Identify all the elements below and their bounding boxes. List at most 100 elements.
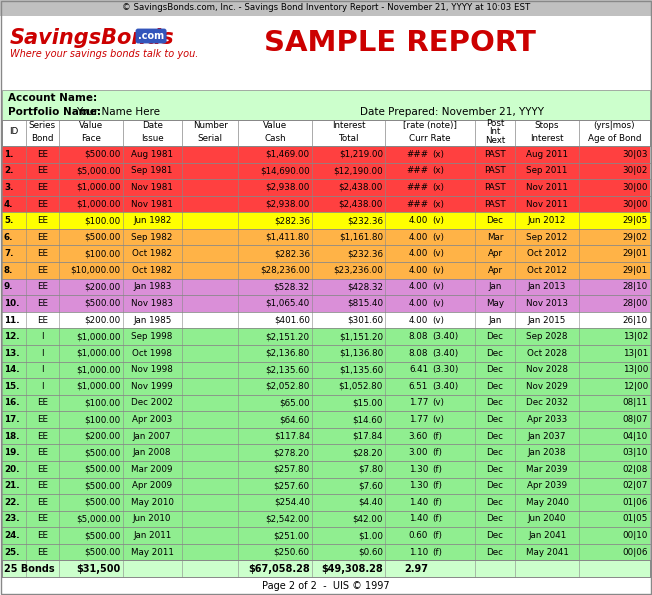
Text: 4.00: 4.00 <box>409 249 428 258</box>
Text: 1.77: 1.77 <box>409 415 428 424</box>
Text: $1,136.80: $1,136.80 <box>339 349 383 358</box>
Text: Your Name Here: Your Name Here <box>76 107 160 117</box>
Text: $257.60: $257.60 <box>274 481 310 490</box>
Text: Nov 1981: Nov 1981 <box>131 183 173 192</box>
Text: $1,000.00: $1,000.00 <box>76 349 121 358</box>
Text: $1,065.40: $1,065.40 <box>265 299 310 308</box>
Text: $1,000.00: $1,000.00 <box>76 199 121 208</box>
Text: $1,000.00: $1,000.00 <box>76 365 121 374</box>
Text: Sep 1982: Sep 1982 <box>132 233 173 242</box>
Text: 08|11: 08|11 <box>623 399 648 408</box>
Text: 10.: 10. <box>4 299 20 308</box>
Text: Dec: Dec <box>486 332 503 341</box>
Text: 18.: 18. <box>4 431 20 440</box>
Text: $2,151.20: $2,151.20 <box>265 332 310 341</box>
Text: 23.: 23. <box>4 515 20 524</box>
Text: 03|10: 03|10 <box>623 448 648 457</box>
Text: Nov 1981: Nov 1981 <box>131 199 173 208</box>
Text: 01|06: 01|06 <box>623 498 648 507</box>
Text: 02|08: 02|08 <box>623 465 648 474</box>
Text: ###: ### <box>406 183 428 192</box>
Text: Sep 1998: Sep 1998 <box>132 332 173 341</box>
Text: 02|07: 02|07 <box>623 481 648 490</box>
Text: Sep 2028: Sep 2028 <box>526 332 568 341</box>
Text: $500.00: $500.00 <box>84 465 121 474</box>
Text: (f): (f) <box>432 465 442 474</box>
Text: 11.: 11. <box>4 315 20 324</box>
Text: $282.36: $282.36 <box>274 216 310 225</box>
Text: $100.00: $100.00 <box>84 216 121 225</box>
Text: Post: Post <box>486 119 504 128</box>
Text: $301.60: $301.60 <box>347 315 383 324</box>
Text: 1.10: 1.10 <box>409 547 428 557</box>
Text: 4.00: 4.00 <box>409 315 428 324</box>
Text: Oct 1998: Oct 1998 <box>132 349 172 358</box>
Bar <box>2 196 650 212</box>
Text: Value: Value <box>263 121 288 130</box>
Text: Jan 1985: Jan 1985 <box>133 315 171 324</box>
Text: 21.: 21. <box>4 481 20 490</box>
Text: PAST: PAST <box>484 183 506 192</box>
Text: 29|01: 29|01 <box>623 249 648 258</box>
Text: $2,135.60: $2,135.60 <box>265 365 310 374</box>
Bar <box>2 90 650 120</box>
Text: EE: EE <box>37 498 48 507</box>
Text: 14.: 14. <box>4 365 20 374</box>
Text: I: I <box>41 382 44 391</box>
Text: 29|05: 29|05 <box>623 216 648 225</box>
Text: Series: Series <box>29 121 56 130</box>
Text: $0.60: $0.60 <box>358 547 383 557</box>
Text: $67,058.28: $67,058.28 <box>248 563 310 574</box>
Text: $7.60: $7.60 <box>358 481 383 490</box>
Bar <box>2 146 650 162</box>
Text: Dec: Dec <box>486 365 503 374</box>
Bar <box>2 461 650 478</box>
Text: 0.60: 0.60 <box>409 531 428 540</box>
Text: 12|00: 12|00 <box>623 382 648 391</box>
Text: 25.: 25. <box>4 547 20 557</box>
Text: 29|02: 29|02 <box>623 233 648 242</box>
Text: $2,136.80: $2,136.80 <box>265 349 310 358</box>
Text: Sep 2011: Sep 2011 <box>526 167 568 176</box>
Bar <box>2 262 650 278</box>
Text: Oct 2012: Oct 2012 <box>527 266 567 275</box>
Text: May: May <box>486 299 504 308</box>
Text: (3.40): (3.40) <box>432 332 458 341</box>
Bar <box>2 527 650 544</box>
Text: $2,542.00: $2,542.00 <box>265 515 310 524</box>
Text: $428.32: $428.32 <box>347 283 383 292</box>
Text: EE: EE <box>37 315 48 324</box>
Text: Date: Date <box>141 121 162 130</box>
Bar <box>2 478 650 494</box>
Text: I: I <box>41 349 44 358</box>
Text: $100.00: $100.00 <box>84 249 121 258</box>
Text: Mar 2039: Mar 2039 <box>526 465 568 474</box>
Text: $200.00: $200.00 <box>84 283 121 292</box>
Text: 3.: 3. <box>4 183 14 192</box>
Text: Account Name:: Account Name: <box>8 93 97 104</box>
Text: Apr 2039: Apr 2039 <box>527 481 567 490</box>
Text: Date Prepared: November 21, YYYY: Date Prepared: November 21, YYYY <box>360 107 544 117</box>
Text: 4.: 4. <box>4 199 14 208</box>
Text: Dec: Dec <box>486 531 503 540</box>
Text: Dec: Dec <box>486 382 503 391</box>
Text: $200.00: $200.00 <box>84 431 121 440</box>
Text: $401.60: $401.60 <box>274 315 310 324</box>
Text: 1.40: 1.40 <box>409 498 428 507</box>
Text: Nov 1983: Nov 1983 <box>131 299 173 308</box>
Text: 3.00: 3.00 <box>409 448 428 457</box>
Text: 28|00: 28|00 <box>623 299 648 308</box>
Bar <box>0 0 652 16</box>
Text: Jan 2008: Jan 2008 <box>133 448 171 457</box>
Text: [rate (note)]: [rate (note)] <box>403 121 457 130</box>
Text: Jan: Jan <box>488 315 502 324</box>
Text: EE: EE <box>37 547 48 557</box>
Text: (v): (v) <box>432 249 444 258</box>
Text: $17.84: $17.84 <box>353 431 383 440</box>
Text: Dec: Dec <box>486 349 503 358</box>
Text: Jan 2037: Jan 2037 <box>528 431 567 440</box>
Text: 13|00: 13|00 <box>623 365 648 374</box>
Text: Cash: Cash <box>264 134 286 143</box>
Text: EE: EE <box>37 415 48 424</box>
Text: Dec: Dec <box>486 415 503 424</box>
